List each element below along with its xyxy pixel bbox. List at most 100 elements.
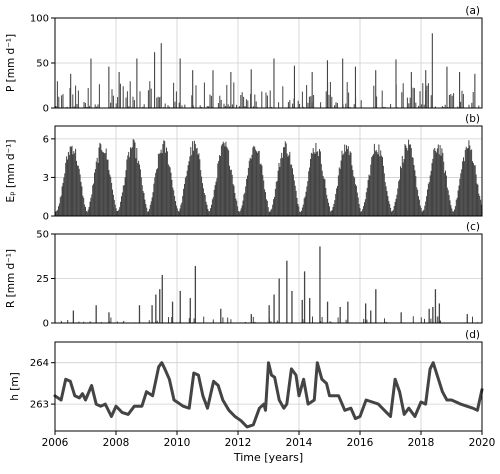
pet-bar (434, 148, 436, 216)
pet-bar (362, 209, 364, 216)
pet-bar (402, 162, 404, 216)
pet-bar (307, 181, 309, 216)
pet-bar (162, 144, 164, 216)
pet-bar (429, 175, 431, 216)
recharge-bar (321, 317, 323, 323)
pet-bar (324, 179, 326, 216)
precip-bar (331, 96, 333, 108)
pet-bar (360, 211, 362, 216)
pet-bar (428, 182, 430, 216)
pet-bar (197, 154, 199, 216)
pet-bar (223, 143, 225, 216)
pet-bar (237, 206, 239, 216)
pet-bar (361, 211, 363, 216)
pet-bar (367, 180, 369, 216)
pet-bar (134, 142, 136, 216)
pet-bar (269, 211, 271, 216)
pet-bar (121, 196, 122, 216)
pet-bar (454, 206, 456, 216)
pet-bar (191, 155, 193, 216)
pet-bar (318, 155, 320, 216)
precip-bar (329, 82, 331, 108)
precip-bar (346, 82, 348, 108)
panel-1: 0 50 100 P [mm d⁻¹] (a) (5, 5, 483, 115)
precip-bar (289, 100, 291, 108)
pet-bar (122, 185, 124, 216)
precip-bar (203, 82, 205, 108)
recharge-bar (472, 316, 473, 323)
precip-bar (434, 106, 436, 108)
pet-bar (216, 178, 218, 216)
pet-bar (220, 156, 221, 216)
pet-bar (262, 175, 264, 216)
pet-bar (326, 194, 328, 216)
recharge-peak-bar (438, 303, 441, 323)
recharge-bar (123, 320, 125, 323)
precip-bar (89, 105, 91, 108)
precip-bar (461, 90, 463, 108)
precip-bar (173, 82, 175, 108)
pet-bar (161, 153, 163, 216)
pet-bar (287, 156, 289, 216)
precip-bar (208, 106, 210, 108)
pet-bar (113, 199, 115, 216)
pet-bar (476, 183, 478, 216)
pet-bar (329, 211, 331, 216)
precip-bar (55, 106, 57, 108)
precip-peak-bar (446, 66, 448, 108)
precip-bar (184, 104, 186, 108)
pet-bar (78, 168, 80, 216)
precip-bar (406, 97, 408, 108)
pet-bar (325, 188, 327, 216)
recharge-bar (385, 321, 387, 323)
pet-bar (121, 192, 123, 216)
pet-bar (239, 210, 241, 216)
y-axis-label: h [m] (9, 372, 21, 400)
recharge-peak-bar (291, 290, 293, 323)
pet-bar (355, 184, 356, 216)
pet-bar (196, 147, 198, 216)
precip-bar (143, 104, 145, 108)
recharge-peak-bar (365, 303, 367, 323)
pet-bar (211, 199, 213, 216)
pet-bar (202, 183, 203, 216)
pet-bar (180, 204, 182, 216)
pet-bar (129, 157, 131, 216)
pet-bar (315, 142, 317, 216)
pet-bar (279, 166, 281, 216)
recharge-bar (171, 317, 173, 323)
pet-bar (166, 151, 168, 216)
pet-bar (258, 150, 260, 216)
pet-bar (430, 170, 432, 216)
precip-peak-bar (354, 66, 357, 108)
pet-bar (343, 153, 345, 216)
pet-bar (256, 151, 257, 216)
pet-bar (222, 141, 224, 216)
precip-bar (191, 95, 193, 108)
precip-bar (119, 83, 121, 108)
pet-bar (245, 186, 247, 216)
pet-bar (283, 147, 284, 216)
pet-bar (259, 164, 261, 216)
pet-bar (311, 153, 313, 216)
precip-bar (418, 105, 420, 108)
x-tick-label: 2006 (42, 437, 69, 449)
pet-bar (353, 176, 355, 216)
x-axis-label: Time [years] (233, 451, 303, 464)
pet-bar (182, 195, 184, 216)
precip-bar (269, 90, 271, 108)
pet-bar (229, 165, 230, 216)
precip-bar (306, 85, 308, 108)
pet-bar (321, 170, 323, 216)
precip-bar (336, 103, 338, 108)
pet-bar (123, 185, 125, 216)
pet-bar (252, 147, 254, 216)
pet-bar (246, 178, 248, 216)
pet-bar (82, 195, 84, 216)
pet-bar (195, 148, 197, 216)
pet-bar (389, 203, 391, 216)
pet-bar (264, 189, 266, 216)
precip-peak-bar (230, 72, 232, 108)
pet-bar (436, 152, 437, 216)
precip-bar (313, 94, 315, 108)
